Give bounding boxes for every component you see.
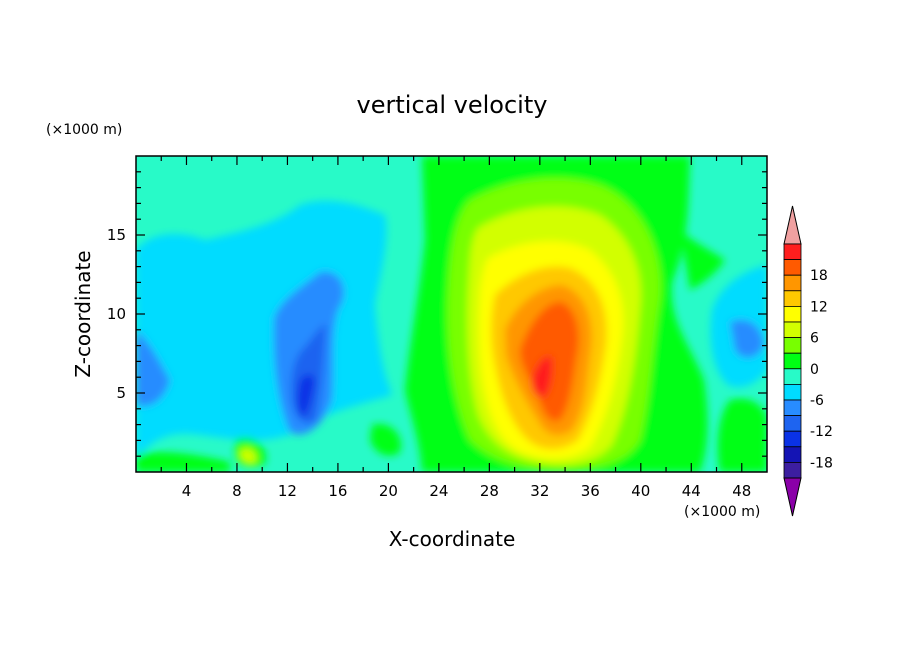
- colorbar-band: [783, 243, 802, 261]
- colorbar-label: 0: [810, 362, 819, 378]
- x-tick-label: 16: [328, 482, 347, 500]
- y-tick-label: 5: [116, 384, 126, 402]
- x-unit-label: (×1000 m): [684, 504, 760, 520]
- chart-title: vertical velocity: [357, 91, 548, 119]
- colorbar-band: [783, 259, 802, 276]
- colorbar-band: [783, 383, 802, 401]
- colorbar-band: [783, 430, 802, 448]
- x-tick-label: 36: [581, 482, 600, 500]
- x-axis: 4 8 12 16 20 24 28 32 36 40 44 48: [160, 156, 751, 500]
- contour-field: [136, 156, 767, 472]
- x-tick-label: 44: [682, 482, 701, 500]
- region-green-patch-bottom: [136, 452, 230, 472]
- colorbar-extend-max: [783, 205, 802, 245]
- x-tick-label: 20: [379, 482, 398, 500]
- colorbar-label: -6: [810, 393, 824, 409]
- x-tick-label: 4: [182, 482, 192, 500]
- colorbar-band: [783, 368, 802, 385]
- colorbar-label: 6: [810, 331, 819, 347]
- region-green-right-band: [680, 230, 725, 290]
- colorbar-band: [783, 290, 802, 307]
- y-tick-label: 15: [107, 226, 126, 244]
- region-yellow-green-patch: [240, 448, 257, 464]
- colorbar-band: [783, 461, 802, 479]
- x-tick-label: 8: [232, 482, 242, 500]
- colorbar: 18 12 6 0 -6 -12 -18: [783, 205, 833, 517]
- colorbar-band: [783, 321, 802, 339]
- colorbar-extend-min: [783, 477, 802, 517]
- colorbar-label: -18: [810, 455, 833, 471]
- colorbar-band: [783, 337, 802, 354]
- colorbar-label: 18: [810, 268, 828, 284]
- y-tick-label: 10: [107, 305, 126, 323]
- region-right-blue: [730, 319, 764, 358]
- region-left-blue: [136, 330, 170, 407]
- x-tick-label: 40: [631, 482, 650, 500]
- colorbar-band: [783, 305, 802, 323]
- region-red-core: [531, 356, 553, 398]
- colorbar-band: [783, 399, 802, 417]
- region-green-patch-mid: [370, 424, 401, 456]
- y-unit-label: (×1000 m): [46, 122, 122, 138]
- x-axis-title: X-coordinate: [389, 527, 516, 551]
- colorbar-label: -12: [810, 424, 833, 440]
- y-axis: 5 10 15: [107, 171, 767, 457]
- colorbar-band: [783, 274, 802, 292]
- x-tick-label: 48: [732, 482, 751, 500]
- x-tick-label: 28: [480, 482, 499, 500]
- y-axis-title: Z-coordinate: [71, 250, 95, 377]
- x-tick-label: 32: [530, 482, 549, 500]
- region-green-patch-right: [717, 398, 767, 472]
- colorbar-label: 12: [810, 299, 828, 315]
- x-tick-label: 24: [429, 482, 448, 500]
- region-deep-blue-core: [297, 374, 315, 418]
- colorbar-band: [783, 415, 802, 432]
- colorbar-band: [783, 352, 802, 370]
- x-tick-label: 12: [278, 482, 297, 500]
- colorbar-band: [783, 446, 802, 463]
